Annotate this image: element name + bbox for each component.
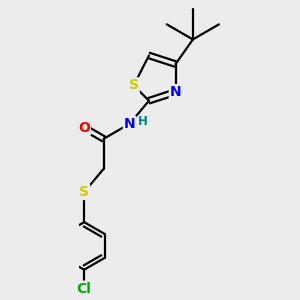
Text: H: H — [137, 115, 147, 128]
Text: O: O — [78, 121, 90, 134]
Text: N: N — [124, 117, 135, 131]
Text: N: N — [170, 85, 182, 99]
Text: S: S — [79, 185, 89, 199]
Text: Cl: Cl — [77, 282, 92, 296]
Text: S: S — [129, 78, 139, 92]
